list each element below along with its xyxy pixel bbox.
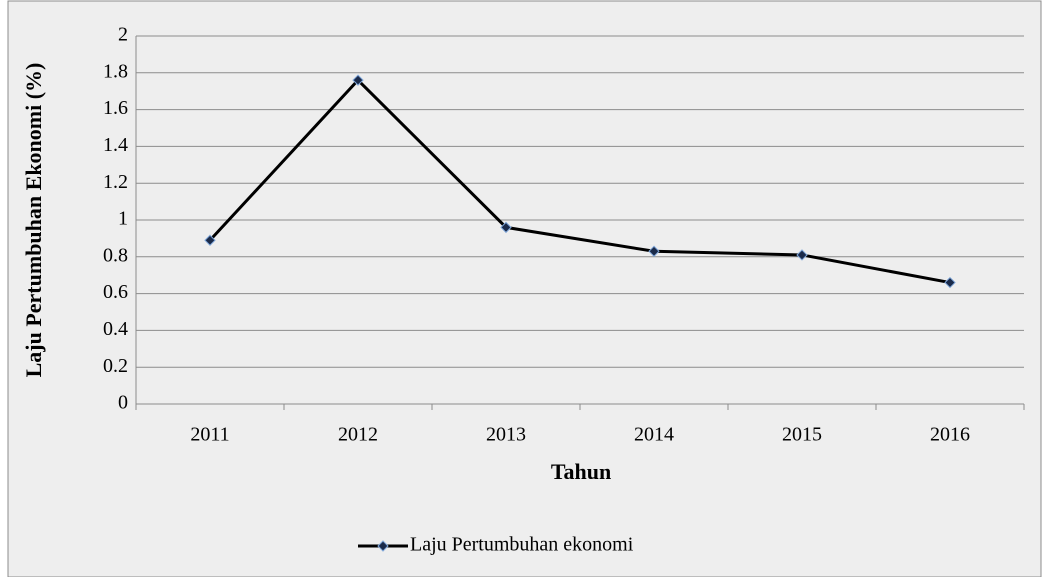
x-tick-label: 2011 <box>190 424 229 446</box>
y-tick-label: 1.8 <box>103 60 128 82</box>
legend-label: Laju Pertumbuhan ekonomi <box>410 534 634 556</box>
point <box>796 249 808 261</box>
x-tick-label: 2012 <box>338 424 378 446</box>
point <box>648 245 660 257</box>
y-tick-label: 2 <box>118 24 128 46</box>
y-tick-label: 0.6 <box>103 281 128 303</box>
y-tick-label: 1.6 <box>103 97 128 119</box>
legend-marker <box>377 540 389 552</box>
y-tick-label: 0 <box>118 392 128 414</box>
x-axis-label: Tahun <box>551 459 611 484</box>
chart-background <box>7 0 1042 577</box>
y-tick-label: 0.4 <box>103 318 128 340</box>
y-tick-label: 1.4 <box>103 134 128 156</box>
point <box>944 276 956 289</box>
y-tick-label: 1.2 <box>103 171 128 193</box>
point <box>204 234 216 246</box>
point <box>500 221 512 234</box>
x-tick-label: 2013 <box>486 424 526 446</box>
y-axis-label: Laju Pertumbuhan Ekonomi (%) <box>21 63 46 378</box>
x-tick-label: 2016 <box>930 424 970 446</box>
x-tick-label: 2015 <box>782 424 822 446</box>
y-tick-label: 1 <box>118 208 128 230</box>
x-tick-label: 2014 <box>634 424 674 446</box>
point <box>352 74 364 86</box>
y-tick-label: 0.2 <box>103 355 128 377</box>
series-line <box>208 77 951 285</box>
y-tick-label: 0.8 <box>103 244 128 266</box>
